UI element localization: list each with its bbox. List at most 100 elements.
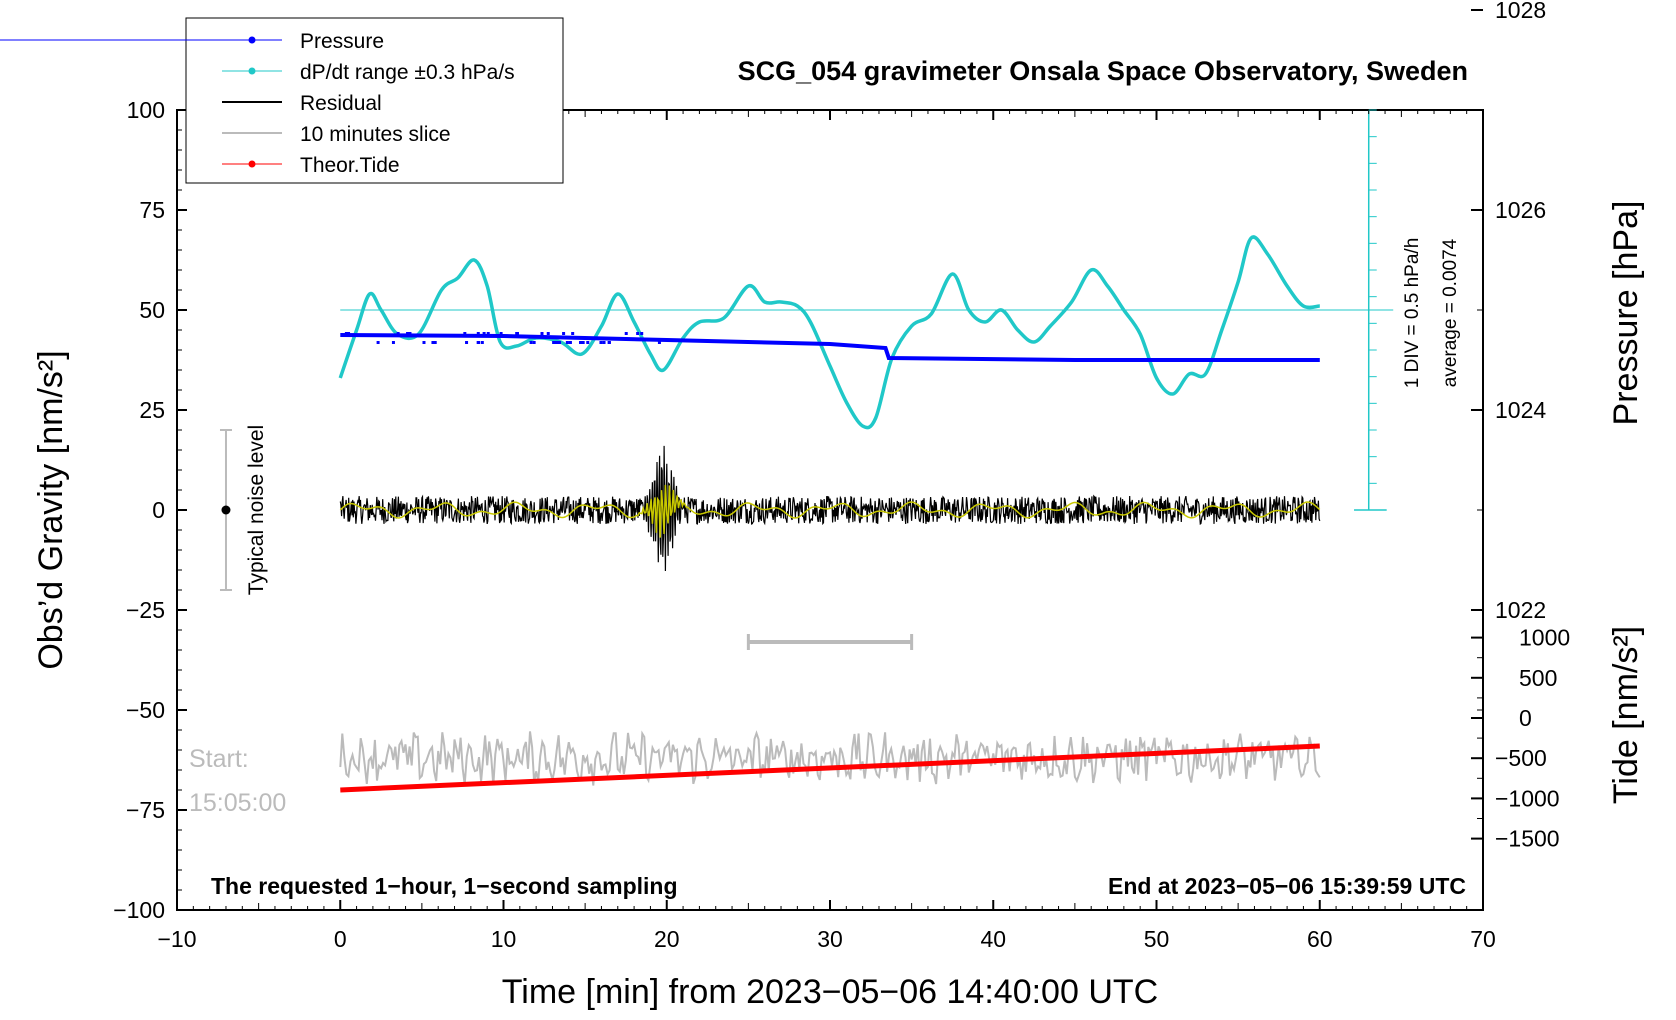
dpdt-series — [338, 235, 1320, 430]
tide-series — [340, 743, 1320, 793]
x-axis-title: Time [min] from 2023−05−06 14:40:00 UTC — [502, 973, 1158, 1011]
tide-tick-label-2: 0 — [1519, 705, 1532, 731]
start-time: 15:05:00 — [189, 789, 286, 817]
pressure-dot — [540, 332, 544, 335]
noise-level-label: Typical noise level — [245, 425, 268, 595]
x-tick-label-3: 20 — [654, 926, 680, 952]
pressure-tick-label-1: 1024 — [1495, 397, 1546, 423]
sampling-note: The requested 1−hour, 1−second sampling — [211, 873, 678, 899]
tide-tick-label-1: 500 — [1519, 665, 1557, 691]
pressure-dot — [499, 332, 503, 335]
pressure-dot — [422, 341, 426, 344]
x-tick-label-6: 50 — [1144, 926, 1170, 952]
pressure-dot — [581, 341, 585, 344]
pressure-dot — [565, 341, 569, 344]
pressure-dot — [391, 341, 395, 344]
pressure-dot — [571, 332, 575, 335]
legend: Pressure dP/dt range ±0.3 hPa/s Residual… — [0, 17, 564, 184]
pressure-axis: 1022 1024 1026 1028 — [1471, 0, 1546, 711]
x-tick-label-2: 10 — [491, 926, 517, 952]
pressure-dot — [465, 341, 469, 344]
pressure-dot — [347, 332, 351, 335]
x-tick-label-7: 60 — [1307, 926, 1333, 952]
pressure-dot — [376, 341, 380, 344]
pressure-dot — [568, 341, 572, 344]
pressure-dot — [480, 341, 484, 344]
pressure-dot — [607, 341, 611, 344]
pressure-average-label: average = 0.0074 — [1440, 238, 1461, 387]
pressure-dot — [562, 332, 566, 335]
pressure-dot — [636, 332, 640, 335]
pressure-dot — [482, 332, 486, 335]
y-tick-label-3: 25 — [139, 397, 165, 423]
pressure-dot — [515, 332, 519, 335]
pressure-dot — [476, 332, 480, 335]
pressure-dot — [529, 341, 533, 344]
pressure-dot — [476, 341, 480, 344]
legend-label-residual: Residual — [300, 92, 382, 115]
tide-axis: 1000 500 0 −500 −1000 −1500 — [1471, 625, 1570, 852]
tide-tick-label-5: −1500 — [1495, 826, 1560, 852]
series-layer — [338, 235, 1321, 793]
y-tick-label-8: −100 — [113, 897, 165, 923]
pressure-dot — [599, 341, 603, 344]
pressure-dot — [556, 341, 560, 344]
pressure-dot — [486, 332, 490, 335]
pressure-tick-label-0: 1022 — [1495, 597, 1546, 623]
x-axis: −10 0 10 20 30 40 50 60 70 — [157, 110, 1496, 952]
end-note: End at 2023−05−06 15:39:59 UTC — [1108, 873, 1466, 899]
y-tick-label-5: −25 — [126, 597, 165, 623]
pressure-tick-label-3: 1028 — [1495, 0, 1546, 23]
pressure-dot — [546, 332, 550, 335]
pressure-dot — [579, 341, 583, 344]
start-label: Start: — [189, 745, 249, 773]
pressure-dot — [433, 341, 437, 344]
y-tick-label-1: 75 — [139, 197, 165, 223]
x-tick-label-5: 40 — [980, 926, 1006, 952]
pressure-dot — [532, 341, 536, 344]
chart-title: SCG_054 gravimeter Onsala Space Observat… — [738, 56, 1468, 86]
pressure-dot — [396, 332, 400, 335]
y-tick-label-4: 0 — [152, 497, 165, 523]
y-axis-title: Obs’d Gravity [nm/s²] — [32, 350, 70, 669]
legend-label-dpdt: dP/dt range ±0.3 hPa/s — [300, 61, 515, 84]
x-tick-label-1: 0 — [334, 926, 347, 952]
tide-tick-label-0: 1000 — [1519, 625, 1570, 651]
pressure-dot — [602, 341, 606, 344]
pressure-dot — [406, 332, 410, 335]
reference-lines — [340, 109, 1394, 511]
x-tick-label-0: −10 — [157, 926, 196, 952]
pressure-dot — [431, 341, 435, 344]
legend-box — [185, 17, 564, 184]
legend-label-pressure: Pressure — [300, 30, 384, 53]
x-tick-label-4: 30 — [817, 926, 843, 952]
legend-marker-pressure — [248, 36, 256, 44]
noise-level-marker — [221, 505, 231, 515]
tide-axis-title: Tide [nm/s²] — [1607, 626, 1645, 804]
y-tick-label-7: −75 — [126, 797, 165, 823]
pressure-scale-label: 1 DIV = 0.5 hPa/h — [1402, 238, 1423, 389]
residual-smoothed-series — [339, 484, 1321, 538]
pressure-dot — [657, 341, 661, 344]
tide-tick-label-4: −1000 — [1495, 785, 1560, 811]
residual-series — [339, 445, 1321, 572]
legend-label-tide: Theor.Tide — [300, 154, 400, 177]
pressure-dot — [463, 332, 467, 335]
legend-marker-dpdt — [248, 67, 256, 75]
pressure-dot — [640, 332, 644, 335]
pressure-dot — [408, 332, 412, 335]
x-tick-label-8: 70 — [1470, 926, 1496, 952]
pressure-series — [340, 333, 1320, 362]
pressure-dot — [554, 341, 558, 344]
pressure-axis-title: Pressure [hPa] — [1607, 201, 1645, 426]
legend-label-slice: 10 minutes slice — [300, 123, 451, 146]
slice-series — [339, 730, 1321, 786]
y-tick-label-6: −50 — [126, 697, 165, 723]
pressure-dot — [344, 332, 348, 335]
pressure-tick-label-2: 1026 — [1495, 197, 1546, 223]
y-tick-label-0: 100 — [127, 97, 165, 123]
pressure-dot — [624, 332, 628, 335]
y-tick-label-2: 50 — [139, 297, 165, 323]
pressure-dot — [552, 341, 556, 344]
